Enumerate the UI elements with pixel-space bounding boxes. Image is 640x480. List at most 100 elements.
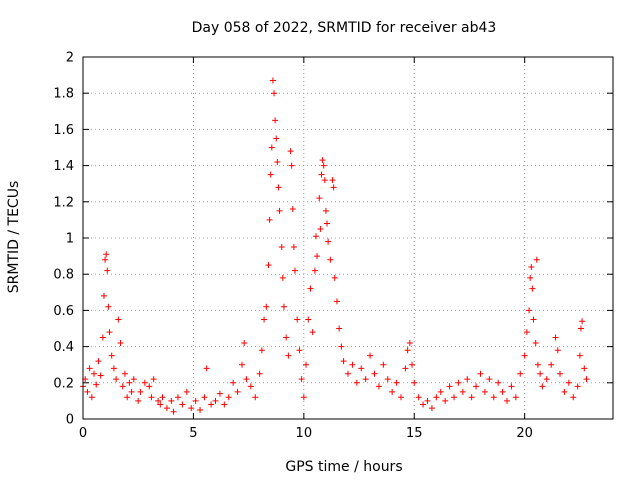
x-tick-label-4: 20 xyxy=(516,426,533,441)
data-point-0-19 xyxy=(115,316,122,323)
data-point-0-102 xyxy=(324,220,331,227)
data-point-0-132 xyxy=(424,397,431,404)
data-point-0-85 xyxy=(296,347,303,354)
data-point-0-134 xyxy=(433,394,440,401)
data-point-0-101 xyxy=(322,207,329,214)
data-point-0-172 xyxy=(565,379,572,386)
data-point-0-137 xyxy=(446,383,453,390)
data-point-0-53 xyxy=(234,388,241,395)
data-point-0-88 xyxy=(303,361,310,368)
data-point-0-86 xyxy=(298,376,305,383)
y-tick-label-4: 0.8 xyxy=(53,268,74,283)
data-point-0-54 xyxy=(239,361,245,368)
y-tick-label-3: 0.6 xyxy=(53,304,74,319)
data-point-0-22 xyxy=(121,370,128,377)
data-point-0-41 xyxy=(183,388,190,395)
data-point-0-147 xyxy=(490,394,497,401)
data-point-0-122 xyxy=(389,388,396,395)
data-point-0-138 xyxy=(451,394,457,401)
data-point-0-131 xyxy=(420,401,427,408)
data-point-0-6 xyxy=(93,381,100,388)
data-point-0-169 xyxy=(554,347,561,354)
data-point-0-67 xyxy=(269,77,276,84)
data-point-0-106 xyxy=(330,184,337,191)
y-axis-ticks: 0 0.2 0.4 0.6 0.8 1 1.2 1.4 1.6 1.8 2 xyxy=(53,51,613,428)
data-point-0-90 xyxy=(307,285,314,292)
data-point-0-171 xyxy=(561,388,568,395)
data-point-0-162 xyxy=(533,256,540,263)
chart-title: Day 058 of 2022, SRMTID for receiver ab4… xyxy=(192,20,497,36)
data-point-0-42 xyxy=(188,405,195,412)
data-point-0-92 xyxy=(311,267,318,274)
data-point-0-111 xyxy=(340,358,347,365)
data-point-0-98 xyxy=(319,157,326,164)
data-point-0-34 xyxy=(157,401,164,408)
data-point-0-124 xyxy=(398,394,404,401)
data-point-0-176 xyxy=(577,325,584,332)
data-point-0-168 xyxy=(552,334,559,341)
data-point-0-14 xyxy=(105,303,112,310)
y-tick-label-1: 0.2 xyxy=(53,376,74,391)
x-tick-label-1: 5 xyxy=(189,426,197,441)
data-point-0-70 xyxy=(273,135,280,142)
data-point-0-119 xyxy=(375,383,382,390)
data-point-0-157 xyxy=(527,274,534,281)
data-point-0-3 xyxy=(86,365,93,372)
data-point-0-23 xyxy=(124,394,131,401)
data-point-0-56 xyxy=(243,376,250,383)
data-point-0-49 xyxy=(216,390,223,397)
data-point-0-47 xyxy=(208,401,215,408)
data-point-0-25 xyxy=(128,388,135,395)
data-point-0-143 xyxy=(473,383,480,390)
y-axis-title: SRMTID / TECUs xyxy=(6,181,22,294)
data-point-0-150 xyxy=(504,397,510,404)
data-point-0-5 xyxy=(91,370,98,377)
data-point-0-89 xyxy=(305,316,312,323)
data-point-0-24 xyxy=(126,379,133,386)
data-point-0-130 xyxy=(415,394,422,401)
data-point-0-28 xyxy=(137,388,144,395)
data-point-0-50 xyxy=(221,401,228,408)
data-point-0-155 xyxy=(523,329,530,336)
data-point-0-146 xyxy=(486,376,493,383)
data-point-0-115 xyxy=(358,365,365,372)
data-points xyxy=(80,77,590,415)
y-tick-label-0: 0 xyxy=(66,413,74,428)
data-point-0-77 xyxy=(283,334,290,341)
data-point-0-68 xyxy=(271,90,278,97)
data-point-0-63 xyxy=(265,262,272,269)
data-point-0-30 xyxy=(146,383,153,390)
data-point-0-141 xyxy=(464,376,471,383)
data-point-0-79 xyxy=(287,148,294,155)
data-point-0-127 xyxy=(406,339,413,346)
data-point-0-109 xyxy=(336,325,343,332)
data-point-0-160 xyxy=(530,316,537,323)
data-point-0-105 xyxy=(329,177,336,184)
data-point-0-31 xyxy=(148,394,155,401)
data-point-0-69 xyxy=(272,117,279,124)
data-point-0-126 xyxy=(404,347,411,354)
data-point-0-74 xyxy=(278,244,285,251)
data-point-0-48 xyxy=(212,397,219,404)
data-point-0-129 xyxy=(411,379,418,386)
data-point-0-94 xyxy=(314,253,321,260)
data-point-0-62 xyxy=(263,303,270,310)
data-point-0-135 xyxy=(437,388,444,395)
x-axis-ticks: 0 5 10 15 20 xyxy=(79,57,533,441)
data-point-0-52 xyxy=(230,379,237,386)
data-point-0-58 xyxy=(252,394,259,401)
data-point-0-18 xyxy=(113,376,120,383)
data-point-0-65 xyxy=(267,171,274,178)
data-point-0-45 xyxy=(201,394,208,401)
data-point-0-35 xyxy=(159,394,166,401)
data-point-0-60 xyxy=(258,347,265,354)
data-point-0-21 xyxy=(119,383,126,390)
data-point-0-27 xyxy=(135,397,142,404)
data-point-0-165 xyxy=(539,383,546,390)
data-point-0-161 xyxy=(532,339,539,346)
y-tick-label-10: 2 xyxy=(66,51,74,66)
y-tick-label-2: 0.4 xyxy=(53,340,74,355)
data-point-0-39 xyxy=(174,394,181,401)
data-point-0-80 xyxy=(288,162,295,169)
